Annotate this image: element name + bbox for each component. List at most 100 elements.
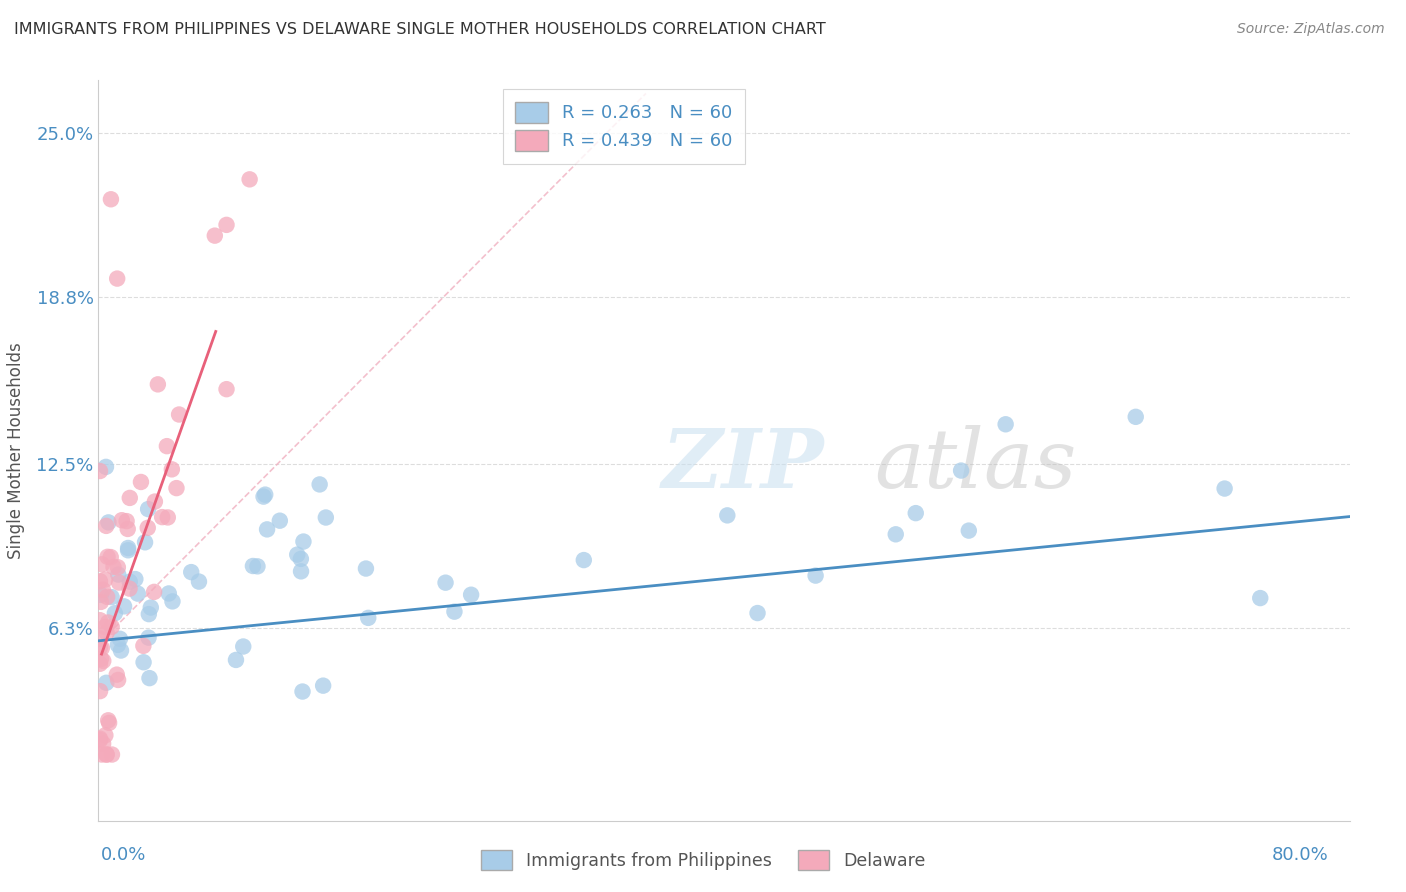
Point <box>957 524 980 538</box>
Point <box>354 561 377 575</box>
Point <box>90 558 112 572</box>
Point <box>117 541 139 555</box>
Point <box>143 494 166 508</box>
Point <box>150 510 173 524</box>
Point <box>90 640 112 655</box>
Point <box>97 516 120 530</box>
Point <box>242 559 264 574</box>
Point <box>443 605 465 619</box>
Text: ZIP: ZIP <box>662 425 824 505</box>
Point <box>747 606 769 620</box>
Point <box>162 594 184 608</box>
Text: 0.0%: 0.0% <box>101 846 146 863</box>
Point <box>117 543 139 558</box>
Point <box>572 553 595 567</box>
Point <box>91 737 114 751</box>
Point <box>308 477 330 491</box>
Point <box>90 588 112 602</box>
Point <box>89 684 111 698</box>
Point <box>204 228 226 243</box>
Point <box>100 192 122 206</box>
Point <box>94 459 117 474</box>
Point <box>96 675 118 690</box>
Point <box>246 559 269 574</box>
Point <box>94 620 117 634</box>
Y-axis label: Single Mother Households: Single Mother Households <box>7 343 25 558</box>
Point <box>434 575 457 590</box>
Point <box>884 527 907 541</box>
Point <box>115 514 138 528</box>
Point <box>112 599 135 614</box>
Point <box>215 218 238 232</box>
Point <box>110 643 132 657</box>
Point <box>107 560 129 574</box>
Point <box>254 488 277 502</box>
Point <box>100 620 122 634</box>
Point <box>97 549 120 564</box>
Point <box>101 747 124 762</box>
Point <box>156 439 179 453</box>
Legend: Immigrants from Philippines, Delaware: Immigrants from Philippines, Delaware <box>472 841 934 879</box>
Point <box>108 575 131 590</box>
Point <box>97 615 120 630</box>
Point <box>98 715 121 730</box>
Point <box>180 565 202 579</box>
Point <box>89 733 111 747</box>
Point <box>132 655 155 669</box>
Point <box>357 611 380 625</box>
Point <box>292 534 315 549</box>
Point <box>157 586 180 600</box>
Point <box>129 475 152 489</box>
Point <box>166 481 188 495</box>
Point <box>103 560 125 574</box>
Legend: R = 0.263   N = 60, R = 0.439   N = 60: R = 0.263 N = 60, R = 0.439 N = 60 <box>503 89 745 163</box>
Point <box>315 510 337 524</box>
Point <box>215 382 238 396</box>
Point <box>138 631 160 645</box>
Point <box>108 632 131 646</box>
Point <box>118 574 141 589</box>
Point <box>994 417 1017 432</box>
Point <box>138 607 160 621</box>
Point <box>1213 482 1236 496</box>
Point <box>312 679 335 693</box>
Point <box>96 747 118 762</box>
Point <box>232 640 254 654</box>
Point <box>89 731 111 746</box>
Point <box>256 522 278 536</box>
Point <box>143 585 166 599</box>
Point <box>132 639 155 653</box>
Point <box>94 728 117 742</box>
Point <box>90 595 112 609</box>
Point <box>136 521 159 535</box>
Point <box>127 586 149 600</box>
Point <box>89 464 111 478</box>
Point <box>96 747 118 762</box>
Point <box>117 522 139 536</box>
Point <box>160 462 183 476</box>
Point <box>290 565 312 579</box>
Point <box>225 653 247 667</box>
Point <box>96 625 118 640</box>
Point <box>716 508 738 523</box>
Point <box>89 574 111 589</box>
Point <box>804 568 827 582</box>
Point <box>156 510 179 524</box>
Point <box>89 640 111 655</box>
Point <box>139 600 162 615</box>
Point <box>285 548 308 562</box>
Point <box>124 572 146 586</box>
Text: atlas: atlas <box>875 425 1077 505</box>
Point <box>138 671 160 685</box>
Point <box>107 638 129 652</box>
Point <box>89 613 111 627</box>
Point <box>269 514 291 528</box>
Point <box>1249 591 1271 605</box>
Point <box>97 714 120 728</box>
Point <box>105 667 128 681</box>
Point <box>188 574 211 589</box>
Point <box>1125 409 1147 424</box>
Point <box>252 490 274 504</box>
Point <box>904 506 927 520</box>
Point <box>89 657 111 671</box>
